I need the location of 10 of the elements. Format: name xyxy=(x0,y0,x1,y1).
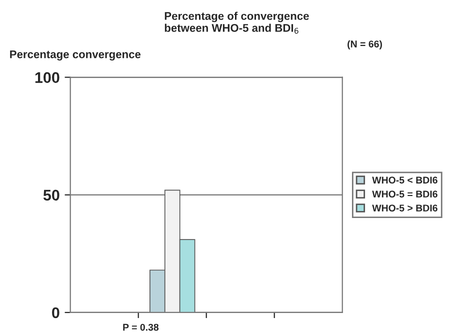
chart-title: Percentage of convergence between WHO-5 and BDI$_{6}$ xyxy=(164,12,309,34)
y-axis-title: Percentage convergence xyxy=(10,50,141,60)
y-tick-label: 0 xyxy=(52,307,60,318)
text: (N = 66) xyxy=(348,40,382,50)
y-tick-label: 50 xyxy=(43,190,60,201)
legend-label: WHO-5 = BDI6 xyxy=(372,190,438,198)
text: P = 0.38 xyxy=(123,324,159,331)
y-tick-label: 100 xyxy=(35,72,60,83)
legend-label: WHO-5 < BDI6 xyxy=(372,176,438,184)
legend-label: WHO-5 > BDI6 xyxy=(372,204,438,212)
